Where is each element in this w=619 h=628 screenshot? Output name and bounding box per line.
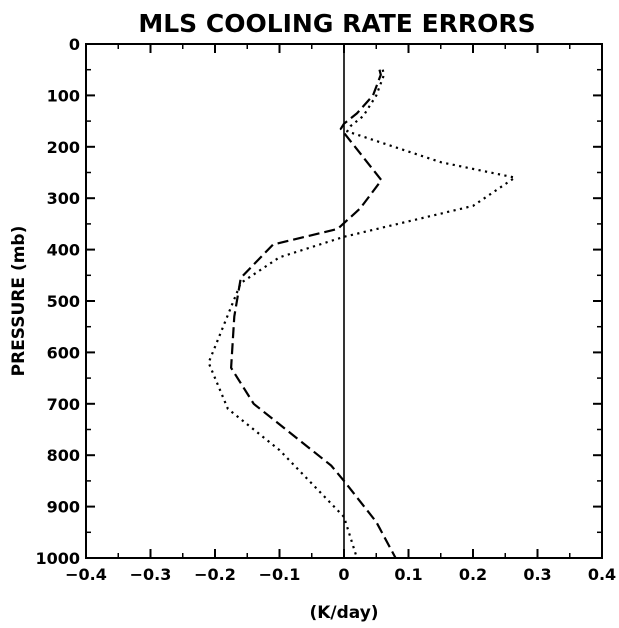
y-tick-label: 1000 (35, 549, 80, 568)
x-tick-label: −0.2 (194, 565, 236, 584)
y-tick-label: 200 (47, 138, 80, 157)
x-tick-label: 0.3 (523, 565, 551, 584)
series-layer (207, 69, 517, 559)
y-tick-label: 800 (47, 446, 80, 465)
x-tick-label: 0.2 (459, 565, 487, 584)
x-axis-label: (K/day) (309, 603, 378, 623)
chart-title: MLS COOLING RATE ERRORS (138, 9, 535, 38)
tick-layer (85, 43, 603, 559)
y-tick-label: 600 (47, 343, 80, 362)
y-tick-label: 0 (69, 35, 80, 54)
x-tick-label: −0.4 (65, 565, 107, 584)
y-tick-label: 700 (47, 395, 80, 414)
y-tick-label: 300 (47, 189, 80, 208)
y-tick-label: 900 (47, 498, 80, 517)
y-tick-label: 500 (47, 292, 80, 311)
x-tick-label: −0.3 (130, 565, 172, 584)
x-tick-label: −0.1 (259, 565, 301, 584)
tick-label-layer: −0.4 −0.3 −0.2 −0.1 0 0.1 0.2 0.3 0.4 0 100 200 300 4… (35, 35, 616, 584)
dotted-series-line (207, 69, 517, 559)
x-tick-label: 0.1 (394, 565, 422, 584)
dashed-series-line (230, 69, 397, 559)
x-tick-label: 0.4 (588, 565, 616, 584)
y-axis-label: PRESSURE (mb) (9, 226, 29, 377)
y-tick-label: 400 (47, 241, 80, 260)
x-tick-label: 0 (338, 565, 349, 584)
y-tick-label: 100 (47, 86, 80, 105)
